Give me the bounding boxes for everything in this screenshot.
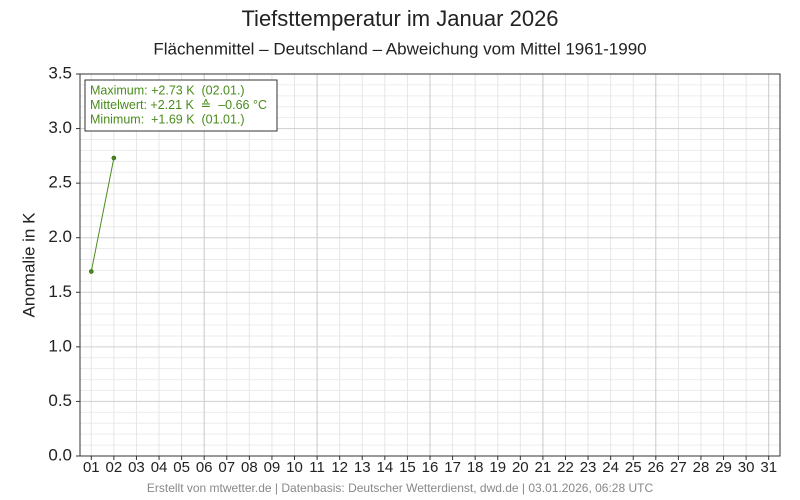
chart-subtitle: Flächenmittel – Deutschland – Abweichung… bbox=[153, 39, 646, 58]
x-tick-label: 04 bbox=[151, 459, 168, 476]
x-tick-label: 16 bbox=[422, 459, 439, 476]
y-tick-label: 1.5 bbox=[48, 282, 72, 301]
annotation-line: Minimum: +1.69 K (01.01.) bbox=[90, 112, 245, 126]
annotation-frame bbox=[84, 79, 278, 132]
x-tick-label: 21 bbox=[535, 459, 552, 476]
x-tick-label: 18 bbox=[467, 459, 484, 476]
footer: Erstellt von mtwetter.de | Datenbasis: D… bbox=[147, 481, 654, 495]
x-tick-label: 14 bbox=[376, 459, 393, 476]
y-tick-label: 0.5 bbox=[48, 391, 72, 410]
x-tick-label: 24 bbox=[602, 459, 619, 476]
chart-title: Tiefsttemperatur im Januar 2026 bbox=[241, 6, 558, 31]
x-tick-label: 12 bbox=[331, 459, 348, 476]
y-tick-label: 2.0 bbox=[48, 227, 72, 246]
x-tick-label: 07 bbox=[218, 459, 235, 476]
x-tick-label: 27 bbox=[670, 459, 687, 476]
plot-frame bbox=[79, 73, 781, 457]
annotation-line: Mittelwert: +2.21 K ≙ –0.66 °C bbox=[90, 98, 267, 112]
x-tick-label: 05 bbox=[173, 459, 190, 476]
y-axis-label: Anomalie in K bbox=[19, 212, 38, 318]
data-point bbox=[88, 269, 94, 274]
annotation-box: Maximum: +2.73 K (02.01.)Mittelwert: +2.… bbox=[84, 79, 278, 132]
x-tick-label: 01 bbox=[83, 459, 100, 476]
x-tick-label: 03 bbox=[128, 459, 145, 476]
y-tick-label: 3.5 bbox=[48, 63, 72, 82]
x-tick-label: 13 bbox=[354, 459, 371, 476]
series-line bbox=[90, 157, 115, 272]
x-tick-label: 11 bbox=[309, 459, 325, 476]
annotation-line: Maximum: +2.73 K (02.01.) bbox=[90, 83, 245, 97]
x-tick-label: 31 bbox=[760, 459, 777, 476]
x-tick-label: 09 bbox=[264, 459, 281, 476]
x-tick-label: 22 bbox=[557, 459, 574, 476]
x-tick-label: 26 bbox=[647, 459, 664, 476]
data-point bbox=[111, 155, 117, 161]
y-tick-label: 0.0 bbox=[48, 445, 72, 464]
x-tick-label: 06 bbox=[196, 459, 213, 476]
x-tick-label: 20 bbox=[512, 459, 529, 476]
y-tick-label: 1.0 bbox=[48, 336, 72, 355]
x-tick-label: 23 bbox=[580, 459, 597, 476]
x-tick-label: 15 bbox=[399, 459, 416, 476]
y-tick-label: 3.0 bbox=[48, 118, 72, 137]
x-tick-label: 28 bbox=[693, 459, 710, 476]
x-tick-label: 29 bbox=[715, 459, 732, 476]
x-tick-label: 30 bbox=[738, 459, 755, 476]
x-tick-label: 02 bbox=[106, 459, 123, 476]
x-tick-label: 17 bbox=[444, 459, 461, 476]
x-tick-label: 10 bbox=[286, 459, 303, 476]
y-tick-label: 2.5 bbox=[48, 173, 72, 192]
x-tick-label: 08 bbox=[241, 459, 258, 476]
x-tick-label: 19 bbox=[489, 459, 506, 476]
x-tick-label: 25 bbox=[625, 459, 642, 476]
